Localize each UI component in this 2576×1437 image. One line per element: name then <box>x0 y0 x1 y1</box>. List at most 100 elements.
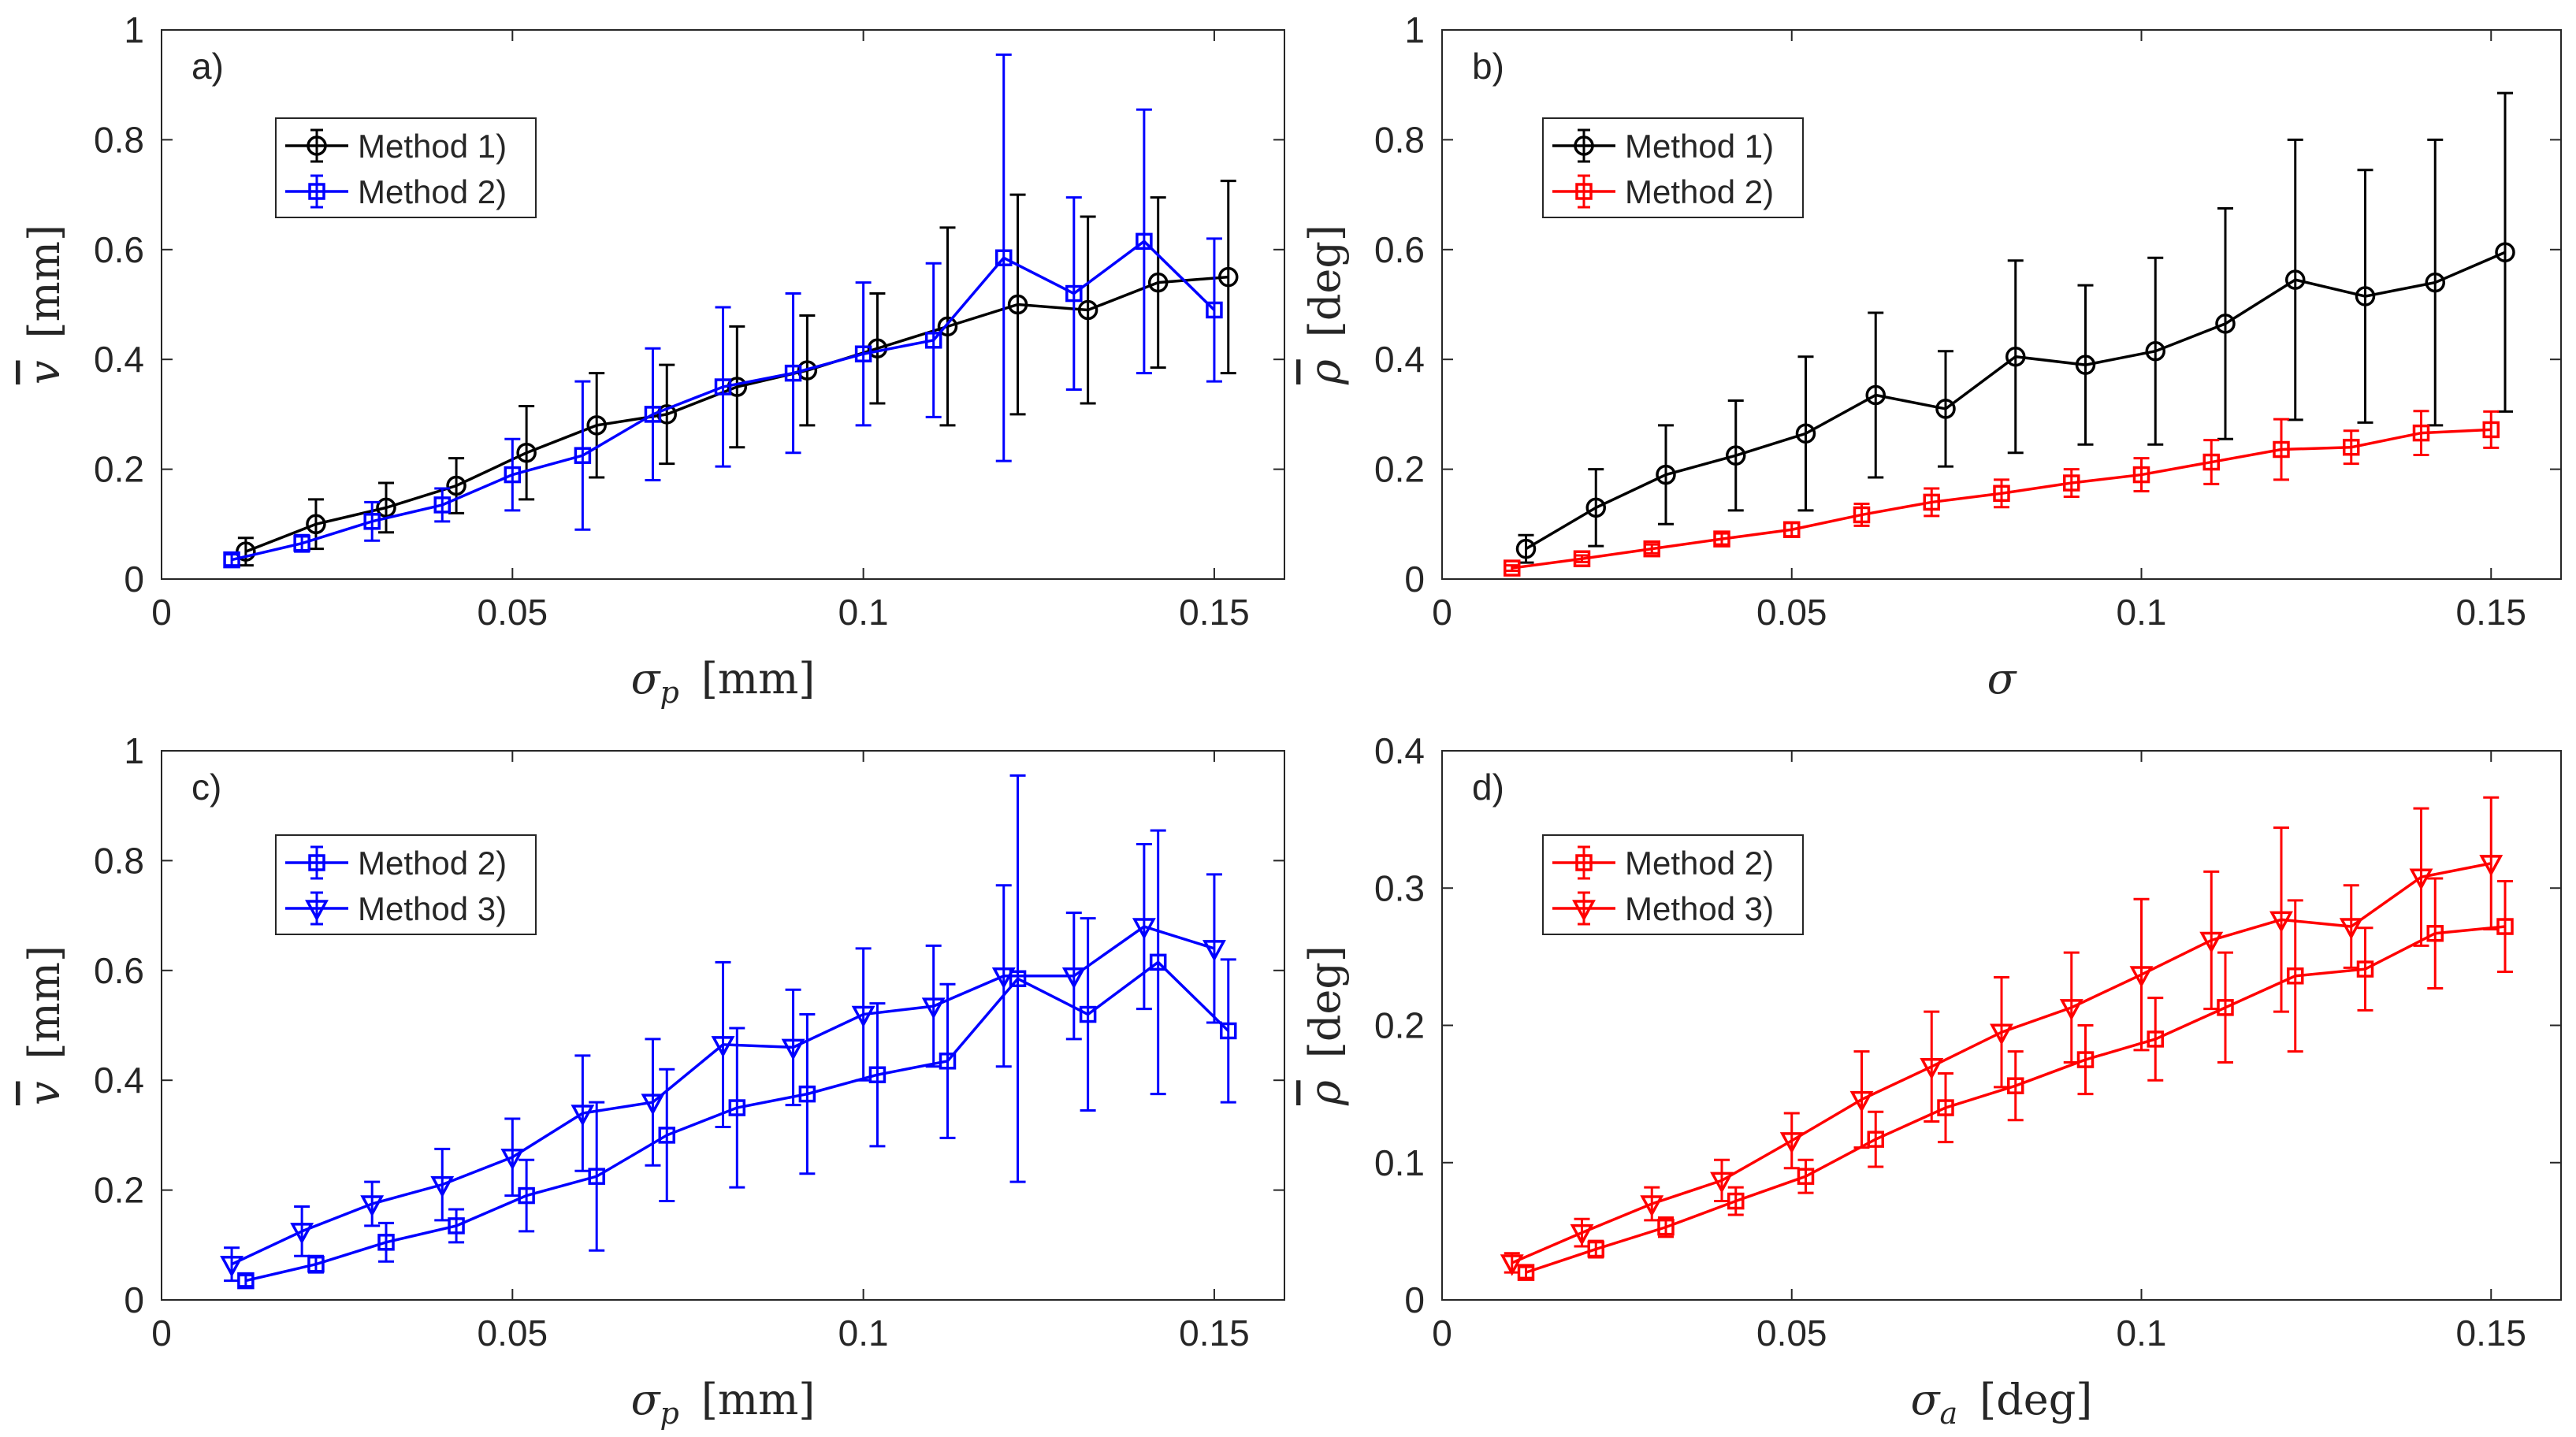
data-point <box>500 1149 525 1171</box>
series-method-3 <box>1500 796 2504 1276</box>
y-tick-label: 1 <box>1404 9 1425 50</box>
y-tick-label: 0.4 <box>1374 730 1425 771</box>
data-point <box>1710 1172 1734 1194</box>
data-point <box>995 249 1013 267</box>
data-point <box>1202 940 1226 962</box>
data-point <box>1783 521 1801 539</box>
y-axis-unit: [mm] <box>20 945 69 1060</box>
legend-box <box>1542 117 1804 218</box>
data-point <box>588 1168 605 1185</box>
legend-label: Method 2) <box>358 173 507 210</box>
x-tick-label: 0 <box>151 1313 172 1353</box>
y-tick-label: 0.2 <box>94 1170 144 1211</box>
data-point <box>2007 1077 2024 1094</box>
data-point <box>2147 1030 2164 1048</box>
data-point <box>1990 1023 2013 1045</box>
x-axis-symbol: σ <box>631 1375 662 1424</box>
x-tick-label: 0.05 <box>478 1313 548 1353</box>
x-tick-label: 0.15 <box>2455 592 2526 633</box>
x-tick-label: 0.1 <box>838 1313 889 1353</box>
data-point <box>1009 970 1027 988</box>
x-tick-label: 0 <box>151 592 172 633</box>
data-point <box>574 447 592 464</box>
y-tick-label: 0.6 <box>1374 229 1425 270</box>
data-point <box>360 1195 385 1217</box>
data-point <box>1657 1218 1675 1236</box>
y-axis-symbol: ρ <box>1300 359 1350 385</box>
data-point <box>1993 485 2010 503</box>
data-point <box>2495 242 2515 263</box>
data-point <box>571 1105 595 1127</box>
legend-label: Method 3) <box>358 890 507 927</box>
x-axis-symbol: σ <box>631 654 662 704</box>
data-point <box>446 475 467 496</box>
data-point <box>2063 474 2080 492</box>
data-point <box>223 551 240 569</box>
legend-label: Method 2) <box>1625 845 1774 882</box>
data-point <box>2426 925 2444 942</box>
legend-box <box>275 834 537 935</box>
data-point <box>1061 967 1086 990</box>
data-point <box>854 345 872 362</box>
legend-label: Method 3) <box>1625 890 1774 927</box>
data-point <box>2269 911 2293 933</box>
data-point <box>656 404 677 425</box>
x-axis-label: σ <box>1987 654 2018 704</box>
data-point <box>924 332 942 349</box>
data-point <box>307 1255 325 1273</box>
x-axis-subscript: a <box>1939 1396 1957 1431</box>
y-axis-symbol: v <box>20 361 69 385</box>
data-point <box>728 1099 746 1116</box>
data-point <box>1136 232 1153 251</box>
data-point <box>448 1217 465 1235</box>
y-tick-label: 0.6 <box>94 950 144 991</box>
data-point <box>2409 868 2433 890</box>
y-axis-label: v [mm] <box>20 945 69 1105</box>
data-point <box>1713 530 1730 548</box>
data-point <box>2412 424 2430 442</box>
y-tick-label: 0.2 <box>1374 449 1425 490</box>
x-axis-label: σa [deg] <box>1911 1375 2093 1431</box>
legend-marker <box>1575 854 1593 871</box>
data-point <box>641 1094 665 1116</box>
series-method-3 <box>220 842 1226 1283</box>
data-point <box>1079 1005 1097 1023</box>
data-point <box>2273 440 2290 459</box>
legend-marker <box>1575 183 1593 200</box>
y-tick-label: 0.6 <box>94 229 144 270</box>
y-tick-label: 0.4 <box>94 1060 144 1101</box>
panel-label: d) <box>1472 767 1504 808</box>
data-point <box>377 1234 395 1251</box>
y-axis-symbol: ρ <box>1300 1080 1350 1106</box>
data-point <box>1077 299 1098 321</box>
x-axis-symbol: σ <box>1987 654 2018 704</box>
data-point <box>1795 423 1816 444</box>
y-tick-label: 0.8 <box>1374 119 1425 160</box>
x-axis-unit: [mm] <box>701 1375 816 1424</box>
y-tick-label: 1 <box>124 9 144 50</box>
legend-label: Method 1) <box>1625 128 1774 165</box>
data-point <box>711 1036 735 1058</box>
series-method-2 <box>1504 410 2500 577</box>
data-point <box>2076 1051 2095 1068</box>
data-point <box>2479 855 2504 877</box>
x-axis-label: σp [mm] <box>631 654 816 710</box>
data-point <box>1865 384 1886 406</box>
data-point <box>2482 421 2500 439</box>
series-method-1 <box>236 180 1239 567</box>
legend-marker <box>1574 136 1594 156</box>
panel-label: b) <box>1472 46 1504 87</box>
data-point <box>851 1005 875 1028</box>
data-point <box>1853 506 1871 524</box>
y-axis-unit: [mm] <box>20 225 69 339</box>
x-axis-unit: [mm] <box>701 654 816 704</box>
data-point <box>516 442 537 463</box>
y-axis-symbol: v <box>20 1082 69 1106</box>
data-point <box>1573 550 1591 567</box>
data-point <box>2339 918 2363 940</box>
data-point <box>220 1255 244 1278</box>
data-point <box>1149 953 1167 971</box>
